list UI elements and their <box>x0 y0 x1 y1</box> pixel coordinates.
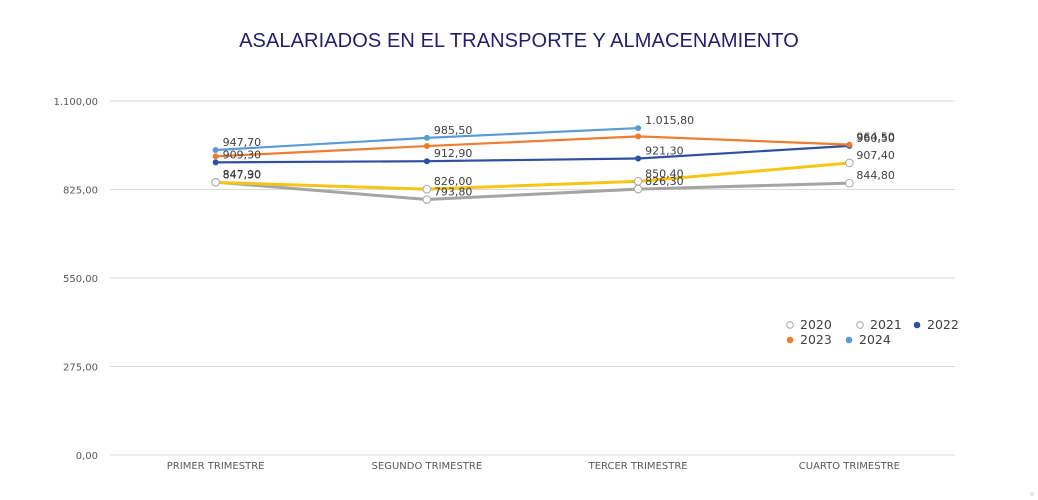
legend-item-2022: 2022 <box>913 317 959 332</box>
legend-label: 2022 <box>927 317 959 332</box>
x-category-label: PRIMER TRIMESTRE <box>167 461 265 472</box>
data-point-2020 <box>422 195 432 204</box>
legend-item-2023: 2023 <box>786 332 832 347</box>
data-label-2021: 847,30 <box>223 168 262 181</box>
x-category-label: SEGUNDO TRIMESTRE <box>372 461 483 472</box>
chart-title: ASALARIADOS EN EL TRANSPORTE Y ALMACENAM… <box>239 30 799 52</box>
y-tick-label: 1.100,00 <box>53 97 98 108</box>
legend-marker-icon <box>845 336 853 344</box>
data-label-2020: 847,90 <box>223 168 262 181</box>
data-label-2020: 826,30 <box>645 175 684 188</box>
y-tick-label: 825,00 <box>63 186 98 197</box>
data-label-2022: 909,30 <box>223 148 262 161</box>
x-category-label: CUARTO TRIMESTRE <box>799 461 900 472</box>
y-tick-label: 275,00 <box>63 363 98 374</box>
series-line-2022 <box>215 144 850 164</box>
data-label-2021: 850,40 <box>645 167 684 180</box>
series-group <box>211 125 854 204</box>
legend-marker-icon <box>856 321 864 329</box>
data-point-2024 <box>212 147 219 154</box>
data-point-2023 <box>212 153 219 160</box>
data-label-2022: 921,30 <box>645 145 684 158</box>
data-label-2021: 907,40 <box>856 149 895 162</box>
data-point-2022 <box>635 155 642 162</box>
data-point-2022 <box>212 159 219 166</box>
legend-item-2024: 2024 <box>845 332 891 347</box>
gridlines <box>110 100 955 456</box>
data-point-2021 <box>422 184 432 194</box>
data-label-2024: 1.015,80 <box>645 114 694 127</box>
data-label-2020: 844,80 <box>856 169 895 182</box>
data-point-2021 <box>633 177 643 186</box>
data-point-2024 <box>635 125 642 132</box>
data-point-2021 <box>211 178 220 187</box>
data-point-2024 <box>423 134 430 141</box>
data-point-2020 <box>845 178 854 188</box>
y-tick-label: 0,00 <box>76 451 98 462</box>
data-label-2022: 960,50 <box>856 132 895 145</box>
series-line-2020 <box>215 180 850 202</box>
x-category-label: TERCER TRIMESTRE <box>588 461 688 472</box>
data-labels: 847,90 793,80 826,30 844,80 847,30 826,00 850,… <box>223 114 895 198</box>
legend-item-2021: 2021 <box>856 317 902 332</box>
data-label-2021: 826,00 <box>434 175 473 188</box>
legend-marker-icon <box>913 321 921 329</box>
legend: 2020 2021 2022 2023 2024 <box>786 317 959 347</box>
legend-marker-icon <box>786 336 794 344</box>
data-label-2024: 947,70 <box>223 136 262 149</box>
y-tick-label: 550,00 <box>63 274 98 285</box>
legend-label: 2021 <box>870 317 902 332</box>
legend-label: 2024 <box>859 332 891 347</box>
legend-marker-icon <box>786 321 794 329</box>
legend-label: 2020 <box>800 317 832 332</box>
series-line-2023 <box>215 135 850 158</box>
data-label-2024: 985,50 <box>434 124 473 137</box>
data-point-2021 <box>845 158 854 168</box>
scroll-indicator <box>1030 492 1034 496</box>
data-label-2020: 793,80 <box>434 186 473 199</box>
data-point-2022 <box>423 158 430 165</box>
data-point-2023 <box>423 143 430 150</box>
legend-item-2020: 2020 <box>786 317 832 332</box>
data-point-2023 <box>846 141 853 148</box>
series-line-2021 <box>215 161 850 191</box>
legend-label: 2023 <box>800 332 832 347</box>
x-axis-categories: PRIMER TRIMESTRE SEGUNDO TRIMESTRE TERCER … <box>167 461 900 472</box>
data-label-2022: 912,90 <box>434 147 473 160</box>
data-label-2023: 964,50 <box>856 131 895 144</box>
data-point-2023 <box>635 133 642 140</box>
data-point-2020 <box>633 184 643 194</box>
y-axis-ticks: 0,00 275,00 550,00 825,00 1.100,00 <box>53 97 98 462</box>
